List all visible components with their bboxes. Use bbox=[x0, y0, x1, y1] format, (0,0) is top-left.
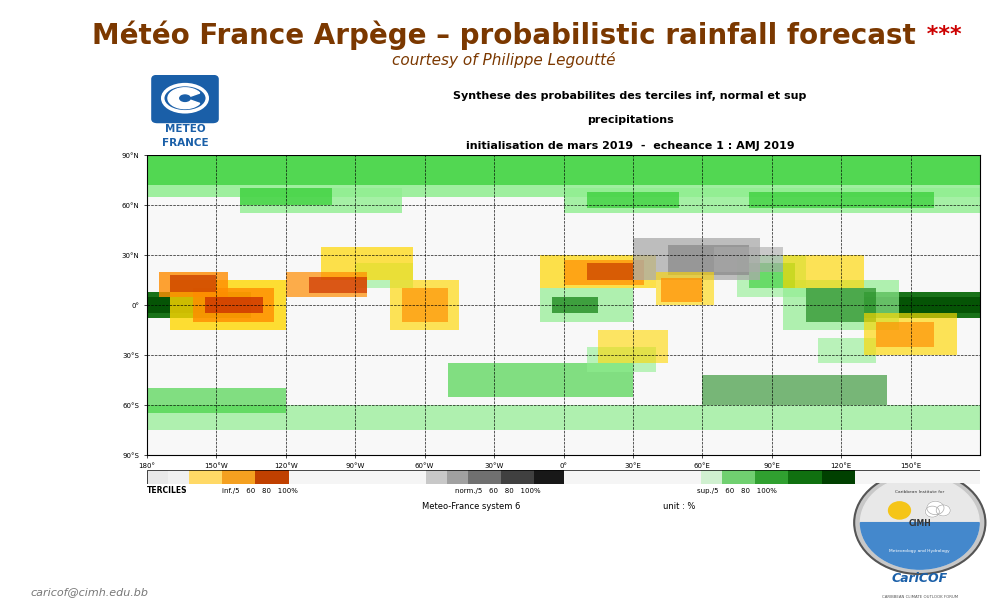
Bar bbox=[806, 288, 876, 322]
FancyBboxPatch shape bbox=[152, 76, 218, 122]
Bar bbox=[783, 255, 864, 288]
Bar bbox=[714, 247, 783, 272]
Bar bbox=[563, 188, 703, 214]
Bar bbox=[158, 272, 228, 297]
Bar bbox=[656, 272, 714, 305]
Bar bbox=[864, 297, 980, 313]
Bar bbox=[703, 375, 887, 405]
Bar bbox=[783, 280, 899, 330]
Bar bbox=[749, 192, 933, 208]
Bar bbox=[501, 470, 534, 484]
Text: CariCOF: CariCOF bbox=[892, 572, 948, 586]
Bar bbox=[188, 470, 222, 484]
Bar bbox=[864, 313, 957, 355]
Text: initialisation de mars 2019  -  echeance 1 : AMJ 2019: initialisation de mars 2019 - echeance 1… bbox=[466, 141, 794, 151]
Bar bbox=[288, 470, 426, 484]
Bar bbox=[864, 292, 980, 318]
Bar bbox=[447, 470, 468, 484]
Text: Météo France Arpège – probabilistic rainfall forecast: Météo France Arpège – probabilistic rain… bbox=[92, 20, 916, 50]
Bar bbox=[876, 322, 933, 346]
Bar bbox=[749, 263, 795, 288]
Bar bbox=[701, 470, 722, 484]
Bar bbox=[167, 470, 188, 484]
Text: inf./5   60   80   100%: inf./5 60 80 100% bbox=[222, 488, 297, 493]
Text: precipitations: precipitations bbox=[587, 115, 673, 125]
Bar bbox=[755, 470, 788, 484]
Circle shape bbox=[861, 476, 979, 569]
Bar bbox=[737, 255, 806, 297]
Bar bbox=[540, 288, 633, 322]
Bar bbox=[448, 364, 633, 397]
Bar bbox=[240, 188, 401, 214]
Bar bbox=[703, 188, 980, 214]
Bar bbox=[855, 470, 980, 484]
Bar bbox=[587, 192, 679, 208]
Text: courtesy of Philippe Legoutté: courtesy of Philippe Legoutté bbox=[392, 52, 616, 68]
Bar bbox=[633, 238, 760, 280]
Bar bbox=[598, 330, 667, 364]
Wedge shape bbox=[861, 523, 979, 569]
Bar bbox=[667, 245, 749, 275]
Text: Meteo-France system 6: Meteo-France system 6 bbox=[422, 502, 520, 510]
Text: CARIBBEAN CLIMATE OUTLOOK FORUM: CARIBBEAN CLIMATE OUTLOOK FORUM bbox=[882, 595, 958, 599]
Text: Meteorology and Hydrology: Meteorology and Hydrology bbox=[889, 549, 951, 553]
Bar bbox=[147, 155, 980, 196]
Bar bbox=[563, 470, 701, 484]
Bar bbox=[468, 470, 501, 484]
Circle shape bbox=[854, 471, 986, 574]
Bar bbox=[255, 470, 288, 484]
Circle shape bbox=[925, 506, 939, 517]
Circle shape bbox=[936, 505, 951, 516]
Bar bbox=[587, 263, 633, 280]
Text: Synthese des probabilites des terciles inf, normal et sup: Synthese des probabilites des terciles i… bbox=[454, 91, 806, 101]
Bar bbox=[286, 272, 367, 297]
Text: FRANCE: FRANCE bbox=[161, 138, 209, 148]
Text: norm./5   60   80   100%: norm./5 60 80 100% bbox=[456, 488, 541, 493]
Bar bbox=[194, 288, 274, 322]
Text: sup./5   60   80   100%: sup./5 60 80 100% bbox=[697, 488, 776, 493]
Wedge shape bbox=[168, 88, 200, 108]
Text: METEO: METEO bbox=[164, 124, 206, 135]
Circle shape bbox=[889, 502, 910, 519]
Text: ***: *** bbox=[919, 25, 962, 45]
Bar bbox=[205, 297, 263, 313]
Bar bbox=[240, 188, 332, 205]
Bar bbox=[722, 470, 755, 484]
Bar bbox=[147, 292, 251, 318]
Bar bbox=[309, 277, 367, 293]
Bar bbox=[587, 346, 656, 371]
Bar bbox=[170, 275, 217, 292]
Circle shape bbox=[926, 501, 944, 515]
Bar bbox=[552, 297, 598, 313]
Bar bbox=[660, 278, 703, 302]
Text: CIMH: CIMH bbox=[908, 520, 931, 528]
Text: caricof@cimh.edu.bb: caricof@cimh.edu.bb bbox=[30, 587, 148, 597]
Bar bbox=[401, 288, 448, 322]
Bar bbox=[222, 470, 255, 484]
Bar bbox=[147, 470, 167, 484]
Bar bbox=[147, 297, 251, 313]
Text: TERCILES: TERCILES bbox=[147, 486, 187, 495]
Bar bbox=[426, 470, 447, 484]
Bar bbox=[321, 247, 413, 280]
Bar bbox=[822, 470, 855, 484]
Bar bbox=[390, 280, 460, 330]
Bar bbox=[540, 255, 656, 288]
Bar bbox=[170, 280, 286, 330]
Bar bbox=[147, 389, 286, 413]
Bar bbox=[147, 155, 980, 185]
Bar bbox=[147, 405, 980, 430]
Bar bbox=[788, 470, 822, 484]
Bar bbox=[534, 470, 563, 484]
Text: Caribbean Institute for: Caribbean Institute for bbox=[895, 490, 944, 494]
Bar bbox=[355, 263, 413, 288]
Bar bbox=[818, 338, 876, 364]
Bar bbox=[563, 260, 644, 285]
Circle shape bbox=[179, 95, 191, 102]
Text: unit : %: unit : % bbox=[663, 502, 696, 510]
